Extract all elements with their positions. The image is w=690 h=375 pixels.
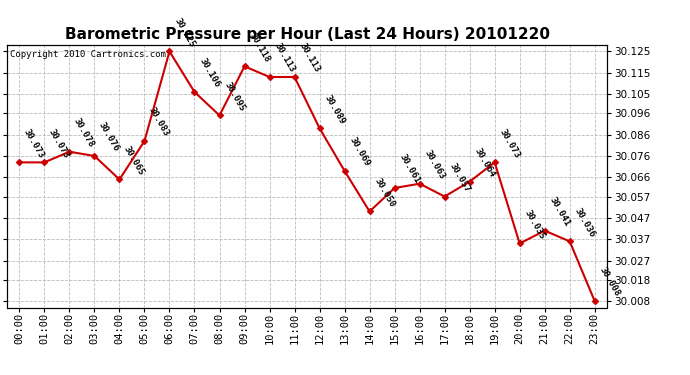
Text: 30.050: 30.050 [373,176,396,209]
Text: Copyright 2010 Cartronics.com: Copyright 2010 Cartronics.com [10,50,166,59]
Text: 30.064: 30.064 [473,146,496,179]
Text: 30.057: 30.057 [447,161,471,194]
Text: 30.095: 30.095 [222,80,246,112]
Text: 30.073: 30.073 [22,127,46,160]
Text: 30.125: 30.125 [172,16,196,49]
Text: 30.063: 30.063 [422,148,446,181]
Text: 30.036: 30.036 [573,206,596,238]
Text: 30.106: 30.106 [197,57,221,89]
Text: 30.089: 30.089 [322,93,346,126]
Text: 30.069: 30.069 [347,136,371,168]
Text: 30.008: 30.008 [598,266,622,298]
Title: Barometric Pressure per Hour (Last 24 Hours) 20101220: Barometric Pressure per Hour (Last 24 Ho… [65,27,549,42]
Text: 30.073: 30.073 [497,127,522,160]
Text: 30.061: 30.061 [397,153,422,185]
Text: 30.073: 30.073 [47,127,71,160]
Text: 30.118: 30.118 [247,31,271,64]
Text: 30.041: 30.041 [547,195,571,228]
Text: 30.113: 30.113 [273,42,296,74]
Text: 30.113: 30.113 [297,42,322,74]
Text: 30.076: 30.076 [97,121,121,153]
Text: 30.083: 30.083 [147,106,171,138]
Text: 30.078: 30.078 [72,117,96,149]
Text: 30.065: 30.065 [122,144,146,177]
Text: 30.035: 30.035 [522,208,546,241]
